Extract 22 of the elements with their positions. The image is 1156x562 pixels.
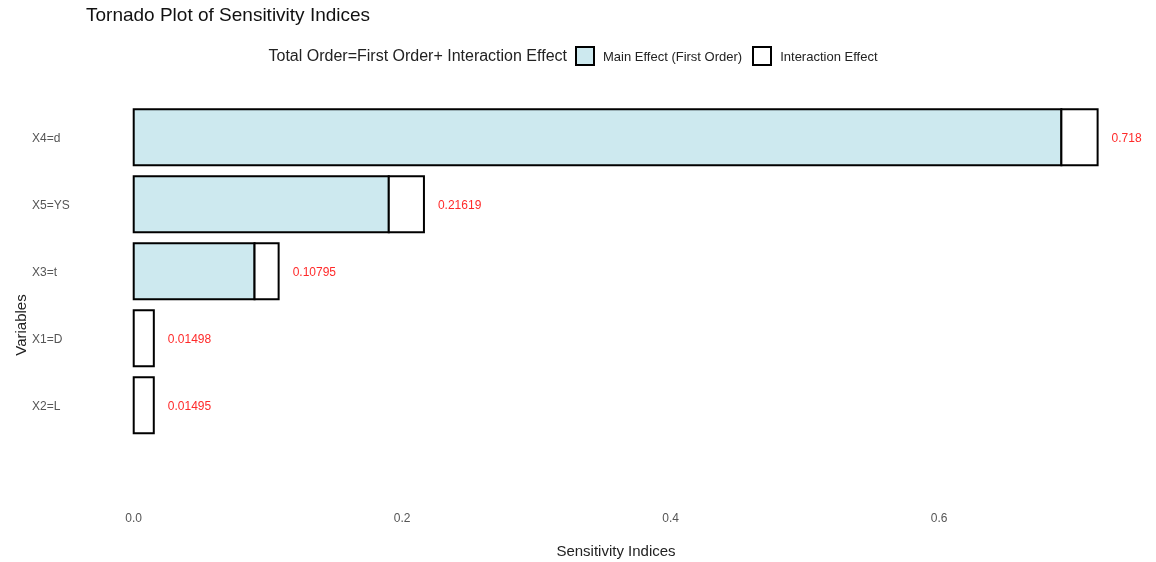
bar — [132, 309, 155, 368]
total-label: 0.21619 — [437, 197, 482, 212]
y-tick-label: X2=L — [32, 398, 61, 413]
legend-title: Total Order=First Order+ Interaction Effect — [268, 47, 567, 65]
y-tick-label: X1=D — [32, 331, 63, 346]
legend-label: Main Effect (First Order) — [602, 48, 743, 64]
total-label: 0.01495 — [167, 398, 212, 413]
x-tick-label: 0.2 — [393, 511, 411, 525]
legend-label: Interaction Effect — [780, 48, 878, 64]
x-tick-label: 0.4 — [662, 511, 680, 525]
total-label: 0.01498 — [167, 331, 212, 346]
y-tick-label: X5=YS — [32, 197, 70, 212]
x-axis-title: Sensitivity Indices — [556, 541, 676, 559]
y-axis-title: Variables — [11, 294, 29, 356]
bar — [132, 376, 155, 435]
chart-title: Tornado Plot of Sensitivity Indices — [86, 4, 371, 26]
y-tick-label: X3=t — [32, 264, 58, 279]
x-tick-label: 0.0 — [125, 511, 143, 525]
total-label: 0.718 — [1111, 130, 1142, 145]
y-tick-label: X4=d — [32, 130, 61, 145]
x-tick-label: 0.6 — [930, 511, 948, 525]
total-label: 0.10795 — [292, 264, 337, 279]
